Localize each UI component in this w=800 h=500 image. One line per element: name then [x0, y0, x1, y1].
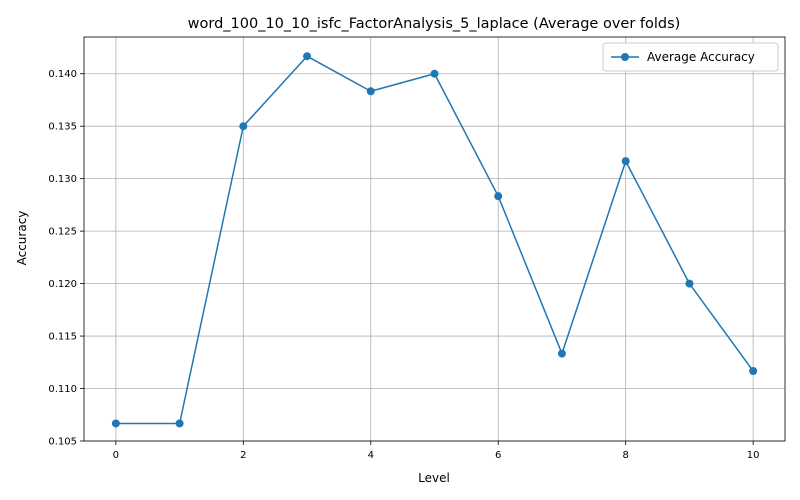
data-point — [175, 419, 184, 428]
data-point — [303, 52, 312, 61]
x-tick-label: 6 — [495, 450, 501, 461]
data-point — [685, 279, 694, 288]
data-point — [749, 367, 758, 376]
y-tick-label: 0.130 — [48, 174, 77, 185]
data-point — [621, 157, 630, 166]
series-layer — [111, 52, 758, 428]
x-tick-label: 2 — [240, 450, 246, 461]
legend-entry-label: Average Accuracy — [647, 50, 755, 64]
x-axis-label: Level — [418, 471, 450, 485]
y-tick-label: 0.110 — [48, 384, 77, 395]
y-tick-label: 0.105 — [48, 437, 77, 448]
y-axis-label: Accuracy — [15, 211, 29, 266]
data-point — [430, 69, 439, 78]
y-tick-label: 0.125 — [48, 227, 77, 238]
x-tick-label: 4 — [368, 450, 374, 461]
plot-area-frame — [83, 36, 786, 442]
y-tick-label: 0.115 — [48, 332, 77, 343]
data-point — [366, 87, 375, 96]
data-point — [494, 192, 503, 201]
chart-title: word_100_10_10_isfc_FactorAnalysis_5_lap… — [188, 16, 681, 32]
y-tick-label: 0.135 — [48, 122, 77, 133]
y-tick-label: 0.120 — [48, 279, 77, 290]
x-tick-label: 10 — [747, 450, 760, 461]
legend-marker — [621, 53, 629, 61]
data-point — [239, 122, 248, 131]
y-tick-label: 0.140 — [48, 69, 77, 80]
data-point — [557, 349, 566, 358]
y-axis-ticks: 0.105 0.110 0.115 0.120 0.125 0.130 0.135 0.140 — [48, 69, 84, 448]
legend-box — [602, 42, 779, 72]
data-point — [111, 419, 120, 428]
legend: Average Accuracy — [602, 42, 779, 72]
x-tick-label: 8 — [622, 450, 628, 461]
x-axis-ticks: 0 2 4 6 8 10 — [113, 441, 760, 461]
x-tick-label: 0 — [113, 450, 119, 461]
